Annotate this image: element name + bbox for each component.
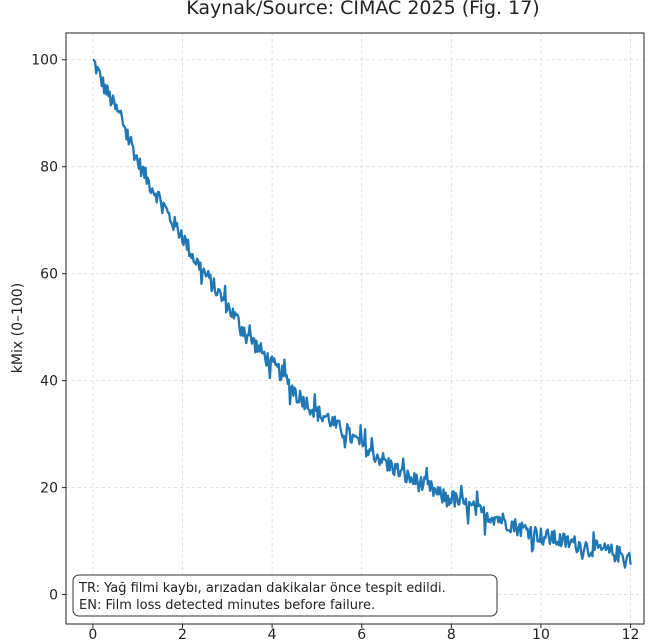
- annotation-frame: [72, 574, 498, 617]
- series-line-kmix: [92, 58, 632, 569]
- x-tick-label: 12: [622, 627, 640, 640]
- grid: [66, 33, 644, 624]
- y-tick-label: 40: [40, 374, 58, 390]
- x-tick-label: 10: [532, 627, 550, 640]
- series-layer: [92, 58, 632, 569]
- annotation-tr: TR: Yağ filmi kaybı, arızadan dakikalar …: [78, 581, 446, 596]
- y-tick-label: 20: [40, 481, 58, 497]
- axes: [62, 32, 645, 628]
- y-tick-label: 80: [40, 160, 58, 176]
- chart-title: Kaynak/Source: CIMAC 2025 (Fig. 17): [186, 0, 539, 19]
- x-tick-label: 2: [178, 627, 187, 640]
- x-tick-label: 4: [268, 627, 277, 640]
- x-tick-label: 8: [447, 627, 456, 640]
- y-tick-label: 100: [31, 53, 58, 69]
- y-tick-label: 60: [40, 267, 58, 283]
- x-tick-label: 0: [88, 627, 97, 640]
- y-tick-label: 0: [49, 588, 58, 604]
- plot-frame: [65, 32, 645, 625]
- y-axis-label: kMix (0–100): [10, 283, 26, 373]
- annotation-en: EN: Film loss detected minutes before fa…: [79, 598, 375, 613]
- x-tick-label: 6: [357, 627, 366, 640]
- tick-labels: 0 2 4 6 8 10 12 0 20 40 60 80 100: [31, 53, 639, 640]
- annotation-box: TR: Yağ filmi kaybı, arızadan dakikalar …: [72, 574, 498, 617]
